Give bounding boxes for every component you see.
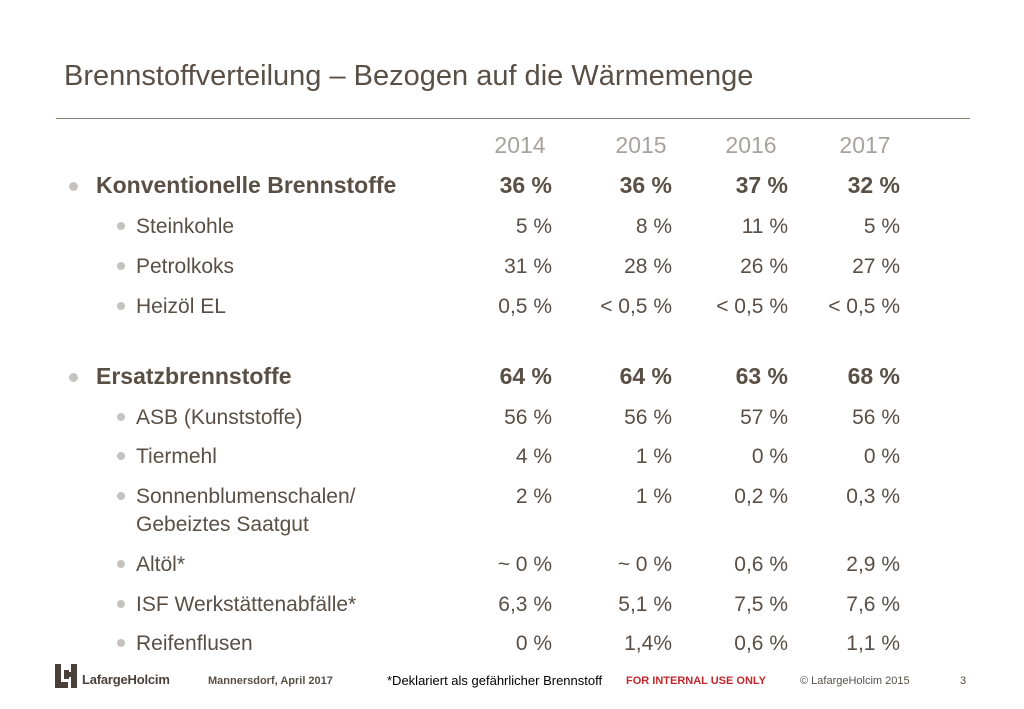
value-2017: 68 % bbox=[847, 363, 900, 389]
row-label: Altöl* bbox=[136, 553, 186, 576]
value-2017: 1,1 % bbox=[846, 632, 900, 655]
copyright: © LafargeHolcim 2015 bbox=[800, 675, 910, 687]
row-label: Heizöl EL bbox=[136, 295, 226, 318]
value-2016: 0,6 % bbox=[734, 553, 788, 576]
table-row: ASB (Kunststoffe) 56 % 56 % 57 % 56 % bbox=[0, 404, 1024, 438]
bullet-icon bbox=[117, 600, 125, 608]
value-2017: < 0,5 % bbox=[828, 295, 900, 318]
row-label: Tiermehl bbox=[136, 445, 217, 468]
bullet-icon bbox=[117, 302, 125, 310]
year-2017: 2017 bbox=[839, 132, 891, 158]
value-2014: 36 % bbox=[499, 172, 552, 198]
value-2016: 57 % bbox=[740, 406, 788, 429]
value-2016: 11 % bbox=[741, 215, 788, 238]
value-2015: 36 % bbox=[619, 172, 672, 198]
value-2014: 5 % bbox=[515, 215, 552, 238]
bullet-icon bbox=[69, 182, 78, 191]
value-2015: 56 % bbox=[624, 406, 672, 429]
value-2016: 0 % bbox=[751, 445, 788, 468]
row-label-line-1: Sonnenblumenschalen/ bbox=[136, 485, 356, 508]
value-2015: 1 % bbox=[635, 445, 672, 468]
value-2014: ~ 0 % bbox=[497, 553, 552, 576]
table-row: Tiermehl 4 % 1 % 0 % 0 % bbox=[0, 443, 1024, 477]
page-number: 3 bbox=[960, 675, 967, 687]
table-row: Steinkohle 5 % 8 % 11 % 5 % bbox=[0, 213, 1024, 247]
year-2016: 2016 bbox=[725, 132, 777, 158]
value-2016: 37 % bbox=[735, 172, 788, 198]
footer: LafargeHolcim Mannersdorf, April 2017 *D… bbox=[0, 660, 1024, 700]
table-row: Heizöl EL 0,5 % < 0,5 % < 0,5 % < 0,5 % bbox=[0, 293, 1024, 327]
table-row: Petrolkoks 31 % 28 % 26 % 27 % bbox=[0, 253, 1024, 287]
value-2014: 0 % bbox=[515, 632, 552, 655]
lafargeholcim-logo-icon bbox=[55, 664, 77, 688]
bullet-icon bbox=[69, 373, 78, 382]
page-title: Brennstoffverteilung – Bezogen auf die W… bbox=[64, 60, 754, 92]
value-2017: 56 % bbox=[852, 406, 900, 429]
value-2016: 26 % bbox=[740, 255, 788, 278]
value-2016: 0,2 % bbox=[734, 485, 788, 508]
value-2017: 27 % bbox=[852, 255, 900, 278]
row-label: ASB (Kunststoffe) bbox=[136, 406, 303, 429]
bullet-icon bbox=[117, 262, 125, 270]
row-label: Petrolkoks bbox=[136, 255, 235, 278]
value-2015: 28 % bbox=[624, 255, 672, 278]
table-row: Altöl* ~ 0 % ~ 0 % 0,6 % 2,9 % bbox=[0, 551, 1024, 585]
value-2015: 64 % bbox=[619, 363, 672, 389]
value-2015: 8 % bbox=[635, 215, 672, 238]
table-row: Konventionelle Brennstoffe 36 % 36 % 37 … bbox=[0, 172, 1024, 206]
table-row: Reifenflusen 0 % 1,4% 0,6 % 1,1 % bbox=[0, 630, 1024, 664]
value-2014: 64 % bbox=[499, 363, 552, 389]
row-label: ISF Werkstättenabfälle* bbox=[136, 593, 357, 616]
row-label: Reifenflusen bbox=[136, 632, 253, 655]
table-row: Ersatzbrennstoffe 64 % 64 % 63 % 68 % bbox=[0, 363, 1024, 397]
row-label: Steinkohle bbox=[136, 215, 235, 238]
value-2014: 6,3 % bbox=[498, 593, 552, 616]
footer-date: Mannersdorf, April 2017 bbox=[208, 675, 333, 687]
logo-text: LafargeHolcim bbox=[82, 672, 170, 687]
value-2014: 2 % bbox=[515, 485, 552, 508]
value-2015: ~ 0 % bbox=[617, 553, 672, 576]
value-2016: < 0,5 % bbox=[716, 295, 788, 318]
internal-use-label: FOR INTERNAL USE ONLY bbox=[626, 675, 766, 687]
value-2016: 63 % bbox=[735, 363, 788, 389]
bullet-icon bbox=[117, 452, 125, 460]
row-label: Ersatzbrennstoffe bbox=[96, 363, 292, 389]
value-2017: 32 % bbox=[847, 172, 900, 198]
value-2017: 0 % bbox=[863, 445, 900, 468]
title-divider bbox=[56, 118, 970, 119]
value-2015: 1 % bbox=[635, 485, 672, 508]
value-2017: 7,6 % bbox=[846, 593, 900, 616]
table-row: Sonnenblumenschalen/ Gebeiztes Saatgut 2… bbox=[0, 483, 1024, 543]
bullet-icon bbox=[117, 639, 125, 647]
value-2017: 5 % bbox=[863, 215, 900, 238]
year-2014: 2014 bbox=[494, 132, 546, 158]
value-2014: 0,5 % bbox=[498, 295, 552, 318]
value-2015: < 0,5 % bbox=[600, 295, 672, 318]
value-2014: 56 % bbox=[504, 406, 552, 429]
bullet-icon bbox=[117, 560, 125, 568]
value-2016: 7,5 % bbox=[734, 593, 788, 616]
value-2015: 5,1 % bbox=[618, 593, 672, 616]
value-2014: 4 % bbox=[515, 445, 552, 468]
year-2015: 2015 bbox=[615, 132, 667, 158]
value-2017: 2,9 % bbox=[846, 553, 900, 576]
row-label-line-2: Gebeiztes Saatgut bbox=[136, 513, 309, 536]
footer-note: *Deklariert als gefährlicher Brennstoff bbox=[387, 673, 603, 688]
value-2017: 0,3 % bbox=[846, 485, 900, 508]
value-2015: 1,4% bbox=[624, 632, 672, 655]
value-2014: 31 % bbox=[504, 255, 552, 278]
bullet-icon bbox=[117, 413, 125, 421]
bullet-icon bbox=[117, 222, 125, 230]
table-row: ISF Werkstättenabfälle* 6,3 % 5,1 % 7,5 … bbox=[0, 591, 1024, 625]
value-2016: 0,6 % bbox=[734, 632, 788, 655]
year-header: 2014 2015 2016 2017 bbox=[0, 132, 1024, 162]
row-label: Konventionelle Brennstoffe bbox=[96, 172, 397, 198]
row-label: Sonnenblumenschalen/ Gebeiztes Saatgut bbox=[136, 483, 356, 539]
bullet-icon bbox=[117, 492, 125, 500]
